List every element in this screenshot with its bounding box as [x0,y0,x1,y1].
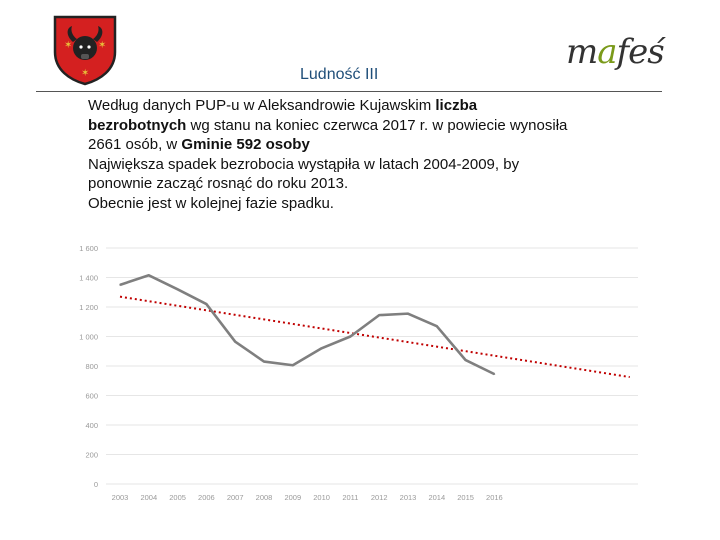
data-point [378,314,381,316]
x-tick-label: 2016 [486,493,503,502]
data-point [148,274,150,277]
coat-of-arms-icon: ✶ ✶ ✶ [52,14,118,86]
y-tick-label: 800 [85,362,98,371]
text-line2b: wg stanu na koniec czerwca 2017 r. w pow… [186,116,568,134]
x-tick-label: 2015 [457,493,474,502]
y-tick-label: 400 [85,421,98,430]
data-point [436,325,438,327]
data-point [176,288,179,291]
data-point [349,335,352,338]
x-tick-label: 2009 [284,493,301,502]
data-point [119,284,121,286]
x-tick-label: 2004 [140,493,157,502]
mafes-logo: mafeś [566,32,665,72]
data-point [493,373,496,375]
x-tick-label: 2013 [400,493,417,502]
header-divider [36,91,662,92]
text-line1b: liczba [435,97,478,114]
y-tick-label: 600 [85,392,98,401]
y-tick-label: 1 400 [79,274,98,283]
data-point [292,364,294,367]
unemployment-chart: 0 200 400 600 800 1 000 1 200 1 400 1 600 2003 200… [60,236,660,516]
text-line3a: 2661 osób, w [88,136,182,153]
svg-text:✶: ✶ [81,68,89,79]
x-tick-label: 2012 [371,493,388,502]
chart-svg: 0 200 400 600 800 1 000 1 200 1 400 1 600 2003 200… [79,244,638,502]
text-line2a: bezrobotnych [88,116,187,134]
y-tick-label: 1 000 [79,333,98,342]
series-line [119,273,495,376]
text-line1a: Według danych PUP-u w Aleksandrowie Kuja… [88,97,436,114]
text-line4: Największa spadek bezrobocia wystąpiła w… [88,155,520,173]
x-tick-label: 2006 [198,493,215,502]
x-tick-label: 2003 [112,493,129,502]
y-tick-label: 1 600 [79,244,98,253]
x-tick-label: 2014 [428,493,445,502]
text-line3b: Gminie 592 osoby [181,136,310,153]
trend-line [119,295,630,379]
x-tick-label: 2007 [227,493,244,502]
data-point [234,340,236,343]
y-tick-label: 1 200 [79,303,98,312]
text-line5: ponownie zacząć rosnąć do roku 2013. [88,175,349,192]
x-tick-label: 2005 [169,493,186,502]
description-text: Według danych PUP-u w Aleksandrowie Kuja… [88,96,648,213]
text-line6: Obecnie jest w kolejnej fazie spadku. [88,194,334,212]
data-point [205,303,208,305]
x-tick-label: 2008 [256,493,273,502]
svg-text:✶: ✶ [98,40,106,51]
data-point [263,360,265,363]
x-tick-label: 2011 [342,493,358,502]
svg-text:✶: ✶ [64,40,72,51]
data-point [407,312,409,315]
data-point [320,347,323,350]
data-point [464,359,467,361]
page-title: Ludność III [300,66,379,83]
x-tick-label: 2010 [313,493,330,502]
y-tick-label: 0 [94,480,98,489]
y-tick-label: 200 [85,451,98,460]
